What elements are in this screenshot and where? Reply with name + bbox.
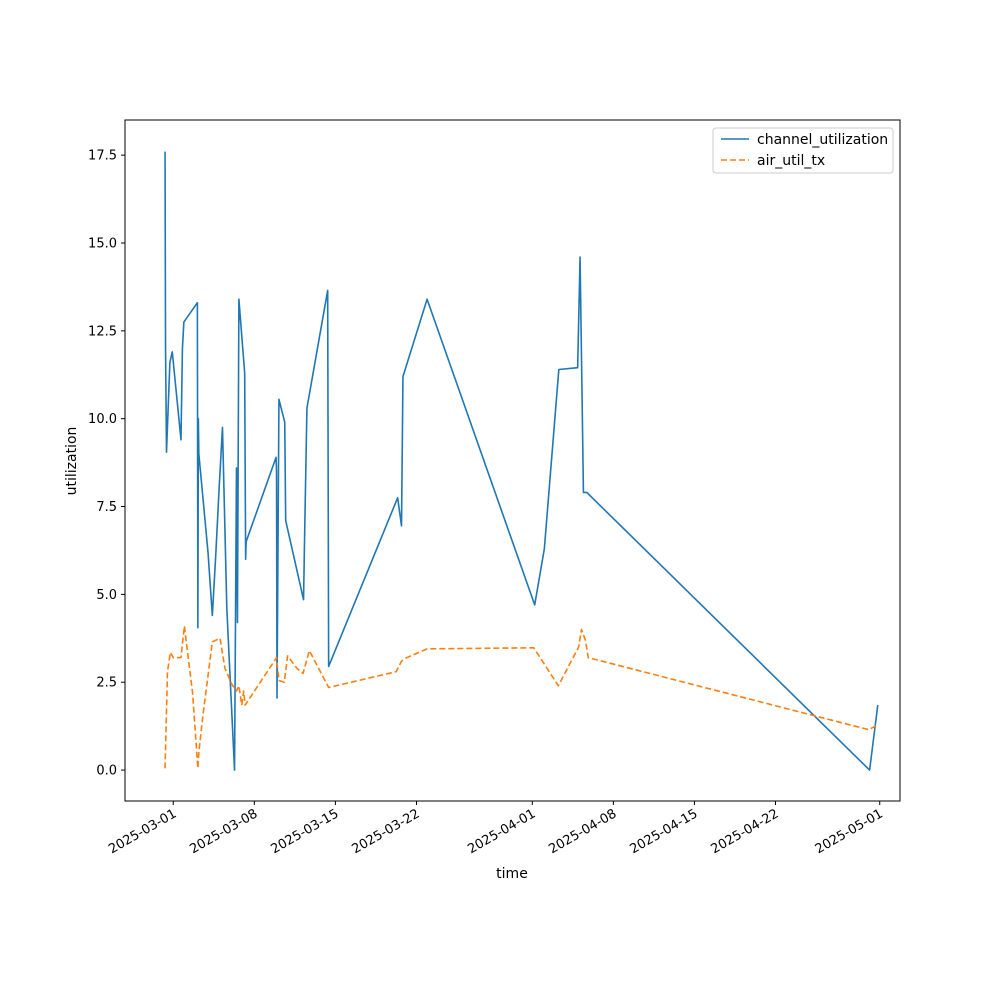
x-tick-label-2025-04-15: 2025-04-15: [627, 806, 700, 857]
series-line-channel-utilization: [164, 151, 879, 771]
y-tick-label-15-0: 15.0: [88, 236, 117, 251]
x-tick-label-2025-04-08: 2025-04-08: [546, 806, 619, 857]
legend-box: [712, 127, 894, 174]
y-tick-label-17-5: 17.5: [88, 149, 117, 164]
x-axis-label: time: [496, 866, 528, 882]
legend-label-channel-utilization: channel_utilization: [757, 132, 888, 148]
y-axis-ticks: 0.0 2.5 5.0 7.5 10.0 12.5 15.0 17.5: [88, 149, 125, 779]
legend: channel_utilization air_util_tx: [712, 127, 894, 174]
y-tick-label-7-5: 7.5: [96, 500, 117, 515]
x-tick-label-2025-03-22: 2025-03-22: [350, 806, 423, 857]
x-tick-label-2025-05-01: 2025-05-01: [813, 806, 886, 857]
x-tick-label-2025-04-01: 2025-04-01: [465, 806, 538, 857]
x-tick-label-2025-04-22: 2025-04-22: [709, 806, 782, 857]
x-tick-label-2025-03-15: 2025-03-15: [268, 806, 341, 857]
plot-lines: [164, 151, 880, 771]
x-tick-label-2025-03-01: 2025-03-01: [106, 806, 179, 857]
y-tick-label-5-0: 5.0: [96, 588, 117, 603]
series-line-air-util-tx: [164, 625, 880, 770]
x-axis-ticks: 2025-03-01 2025-03-08 2025-03-15 2025-03-22…: [106, 801, 886, 857]
y-tick-label-12-5: 12.5: [88, 324, 117, 339]
y-axis-label: utilization: [64, 427, 80, 496]
x-tick-label-2025-03-08: 2025-03-08: [187, 806, 260, 857]
y-tick-label-10-0: 10.0: [88, 412, 117, 427]
legend-label-air-util-tx: air_util_tx: [757, 153, 825, 169]
plot-frame: [124, 119, 901, 802]
y-tick-label-0-0: 0.0: [96, 764, 117, 779]
y-tick-label-2-5: 2.5: [96, 676, 117, 691]
